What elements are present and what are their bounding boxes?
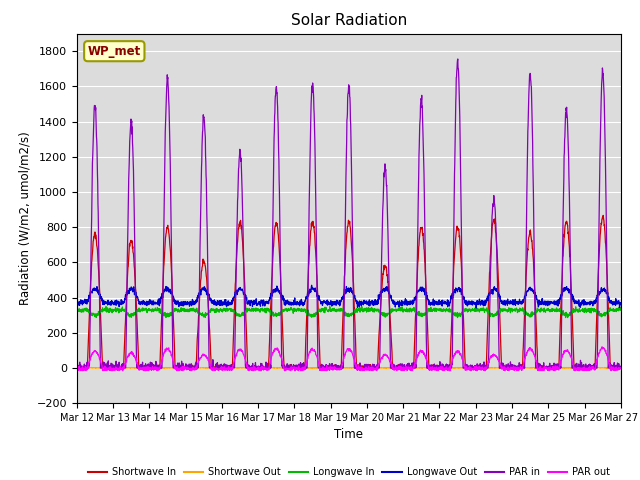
PAR in xyxy=(74,365,82,371)
Longwave In xyxy=(102,304,110,310)
Shortwave Out xyxy=(365,365,372,371)
Shortwave In xyxy=(569,331,577,336)
Shortwave Out xyxy=(508,365,515,371)
Shortwave Out xyxy=(73,365,81,371)
Longwave In xyxy=(365,305,372,311)
Longwave In xyxy=(73,307,81,312)
PAR out xyxy=(403,368,411,373)
Line: Longwave In: Longwave In xyxy=(77,307,621,318)
PAR out xyxy=(365,364,372,370)
PAR in xyxy=(454,56,461,62)
PAR in xyxy=(508,364,515,370)
Legend: Shortwave In, Shortwave Out, Longwave In, Longwave Out, PAR in, PAR out: Shortwave In, Shortwave Out, Longwave In… xyxy=(84,464,614,480)
Shortwave Out xyxy=(584,365,592,371)
Shortwave Out xyxy=(225,365,232,371)
Shortwave In xyxy=(365,364,372,370)
PAR out xyxy=(507,364,515,370)
Line: Longwave Out: Longwave Out xyxy=(77,285,621,308)
Longwave Out xyxy=(308,282,316,288)
Longwave Out xyxy=(584,300,592,306)
PAR in xyxy=(617,365,625,371)
Longwave In xyxy=(376,310,384,316)
Longwave In xyxy=(570,310,577,315)
PAR in xyxy=(584,363,592,369)
PAR out xyxy=(73,368,81,373)
Text: WP_met: WP_met xyxy=(88,45,141,58)
PAR in xyxy=(73,364,81,370)
Longwave Out xyxy=(508,300,515,306)
Title: Solar Radiation: Solar Radiation xyxy=(291,13,407,28)
Shortwave In xyxy=(73,364,81,370)
Shortwave Out xyxy=(570,365,577,371)
Longwave Out xyxy=(617,302,625,308)
Longwave In xyxy=(507,305,515,311)
Longwave Out xyxy=(472,305,480,311)
Longwave Out xyxy=(376,289,384,295)
Shortwave Out xyxy=(301,365,308,371)
Longwave Out xyxy=(570,296,577,302)
PAR in xyxy=(365,365,372,371)
Line: PAR in: PAR in xyxy=(77,59,621,368)
Longwave In xyxy=(584,309,592,314)
PAR out xyxy=(376,357,384,363)
Shortwave Out xyxy=(377,365,385,371)
Longwave Out xyxy=(365,300,372,306)
Line: Shortwave In: Shortwave In xyxy=(77,216,621,368)
Shortwave In xyxy=(584,365,592,371)
PAR out xyxy=(598,344,606,349)
Longwave Out xyxy=(225,301,232,307)
PAR out xyxy=(617,365,625,371)
Shortwave In xyxy=(599,213,607,218)
X-axis label: Time: Time xyxy=(334,429,364,442)
Shortwave Out xyxy=(73,365,81,371)
Shortwave In xyxy=(617,364,625,370)
Longwave Out xyxy=(73,299,81,304)
Line: PAR out: PAR out xyxy=(77,347,621,371)
Longwave In xyxy=(617,307,625,312)
Shortwave In xyxy=(376,306,384,312)
PAR out xyxy=(584,365,592,371)
Shortwave Out xyxy=(617,365,625,371)
PAR out xyxy=(225,365,232,371)
Shortwave In xyxy=(225,363,232,369)
Shortwave In xyxy=(507,364,515,370)
PAR out xyxy=(569,360,577,366)
PAR in xyxy=(570,365,577,371)
Shortwave In xyxy=(73,365,81,371)
PAR in xyxy=(225,365,232,371)
Longwave In xyxy=(225,307,232,312)
Longwave In xyxy=(564,315,572,321)
Y-axis label: Radiation (W/m2, umol/m2/s): Radiation (W/m2, umol/m2/s) xyxy=(18,132,31,305)
PAR in xyxy=(376,315,384,321)
